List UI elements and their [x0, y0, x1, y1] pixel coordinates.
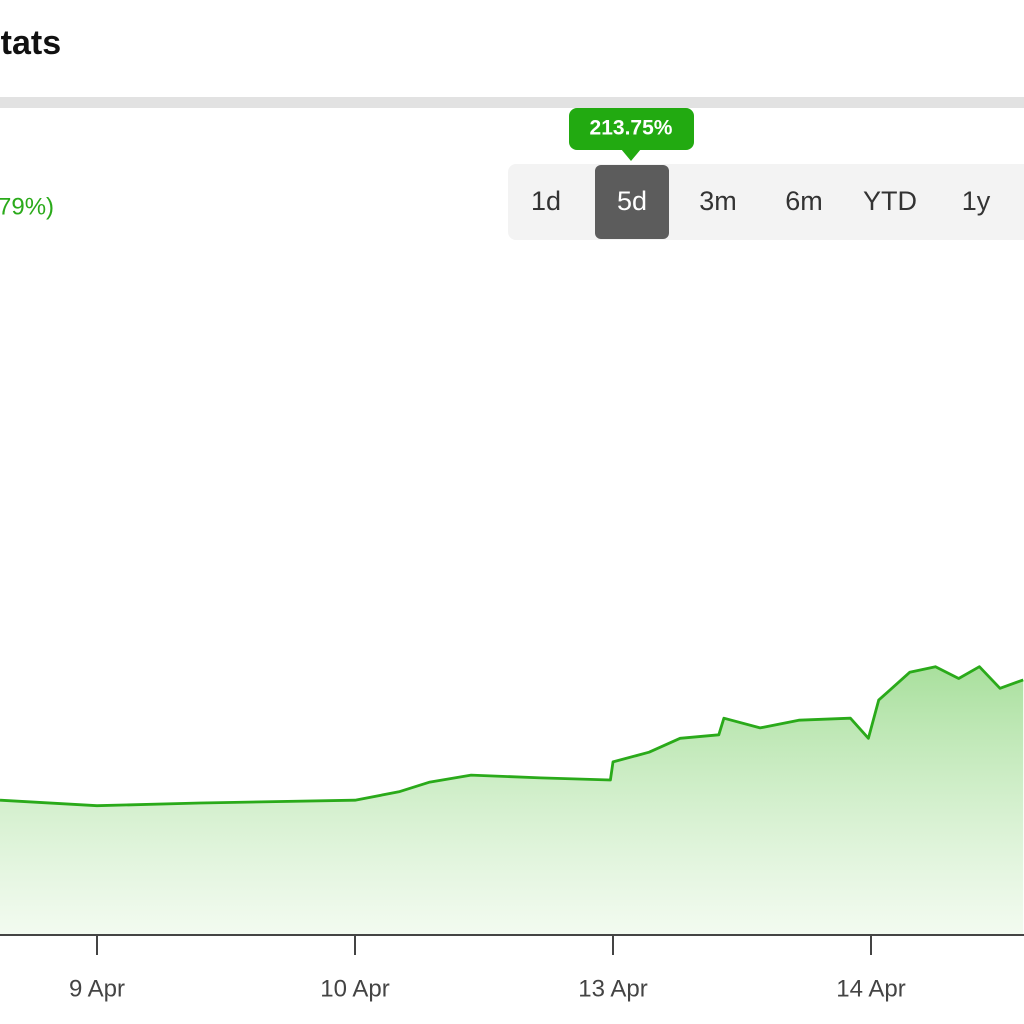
change-label: 79%) [0, 193, 54, 220]
tooltip-pointer [621, 149, 641, 161]
chart: 9 Apr 10 Apr 13 Apr 14 Apr [0, 665, 1024, 1002]
x-tick-label: 13 Apr [578, 975, 647, 1002]
tooltip: 213.75% [569, 108, 694, 161]
x-tick-label: 14 Apr [836, 975, 905, 1002]
section-title: Stats [0, 24, 61, 62]
range-button[interactable]: 3m [699, 186, 737, 216]
x-tick-label: 10 Apr [320, 975, 389, 1002]
range-button[interactable]: YTD [863, 186, 917, 216]
area-fill [0, 666, 1024, 935]
range-button[interactable]: 1d [531, 186, 561, 216]
range-buttons: 1d 5d 3m 6m YTD 1y [531, 165, 991, 239]
tooltip-text: 213.75% [590, 117, 673, 140]
range-bar [508, 164, 1024, 240]
divider [0, 97, 1024, 108]
range-button[interactable]: 6m [785, 186, 823, 216]
range-button[interactable]: 1y [962, 186, 991, 216]
x-tick-label: 9 Apr [69, 975, 125, 1002]
tooltip-box [569, 108, 694, 150]
price-line [0, 665, 1024, 808]
range-button[interactable]: 5d [617, 186, 647, 216]
range-selected [595, 165, 669, 239]
